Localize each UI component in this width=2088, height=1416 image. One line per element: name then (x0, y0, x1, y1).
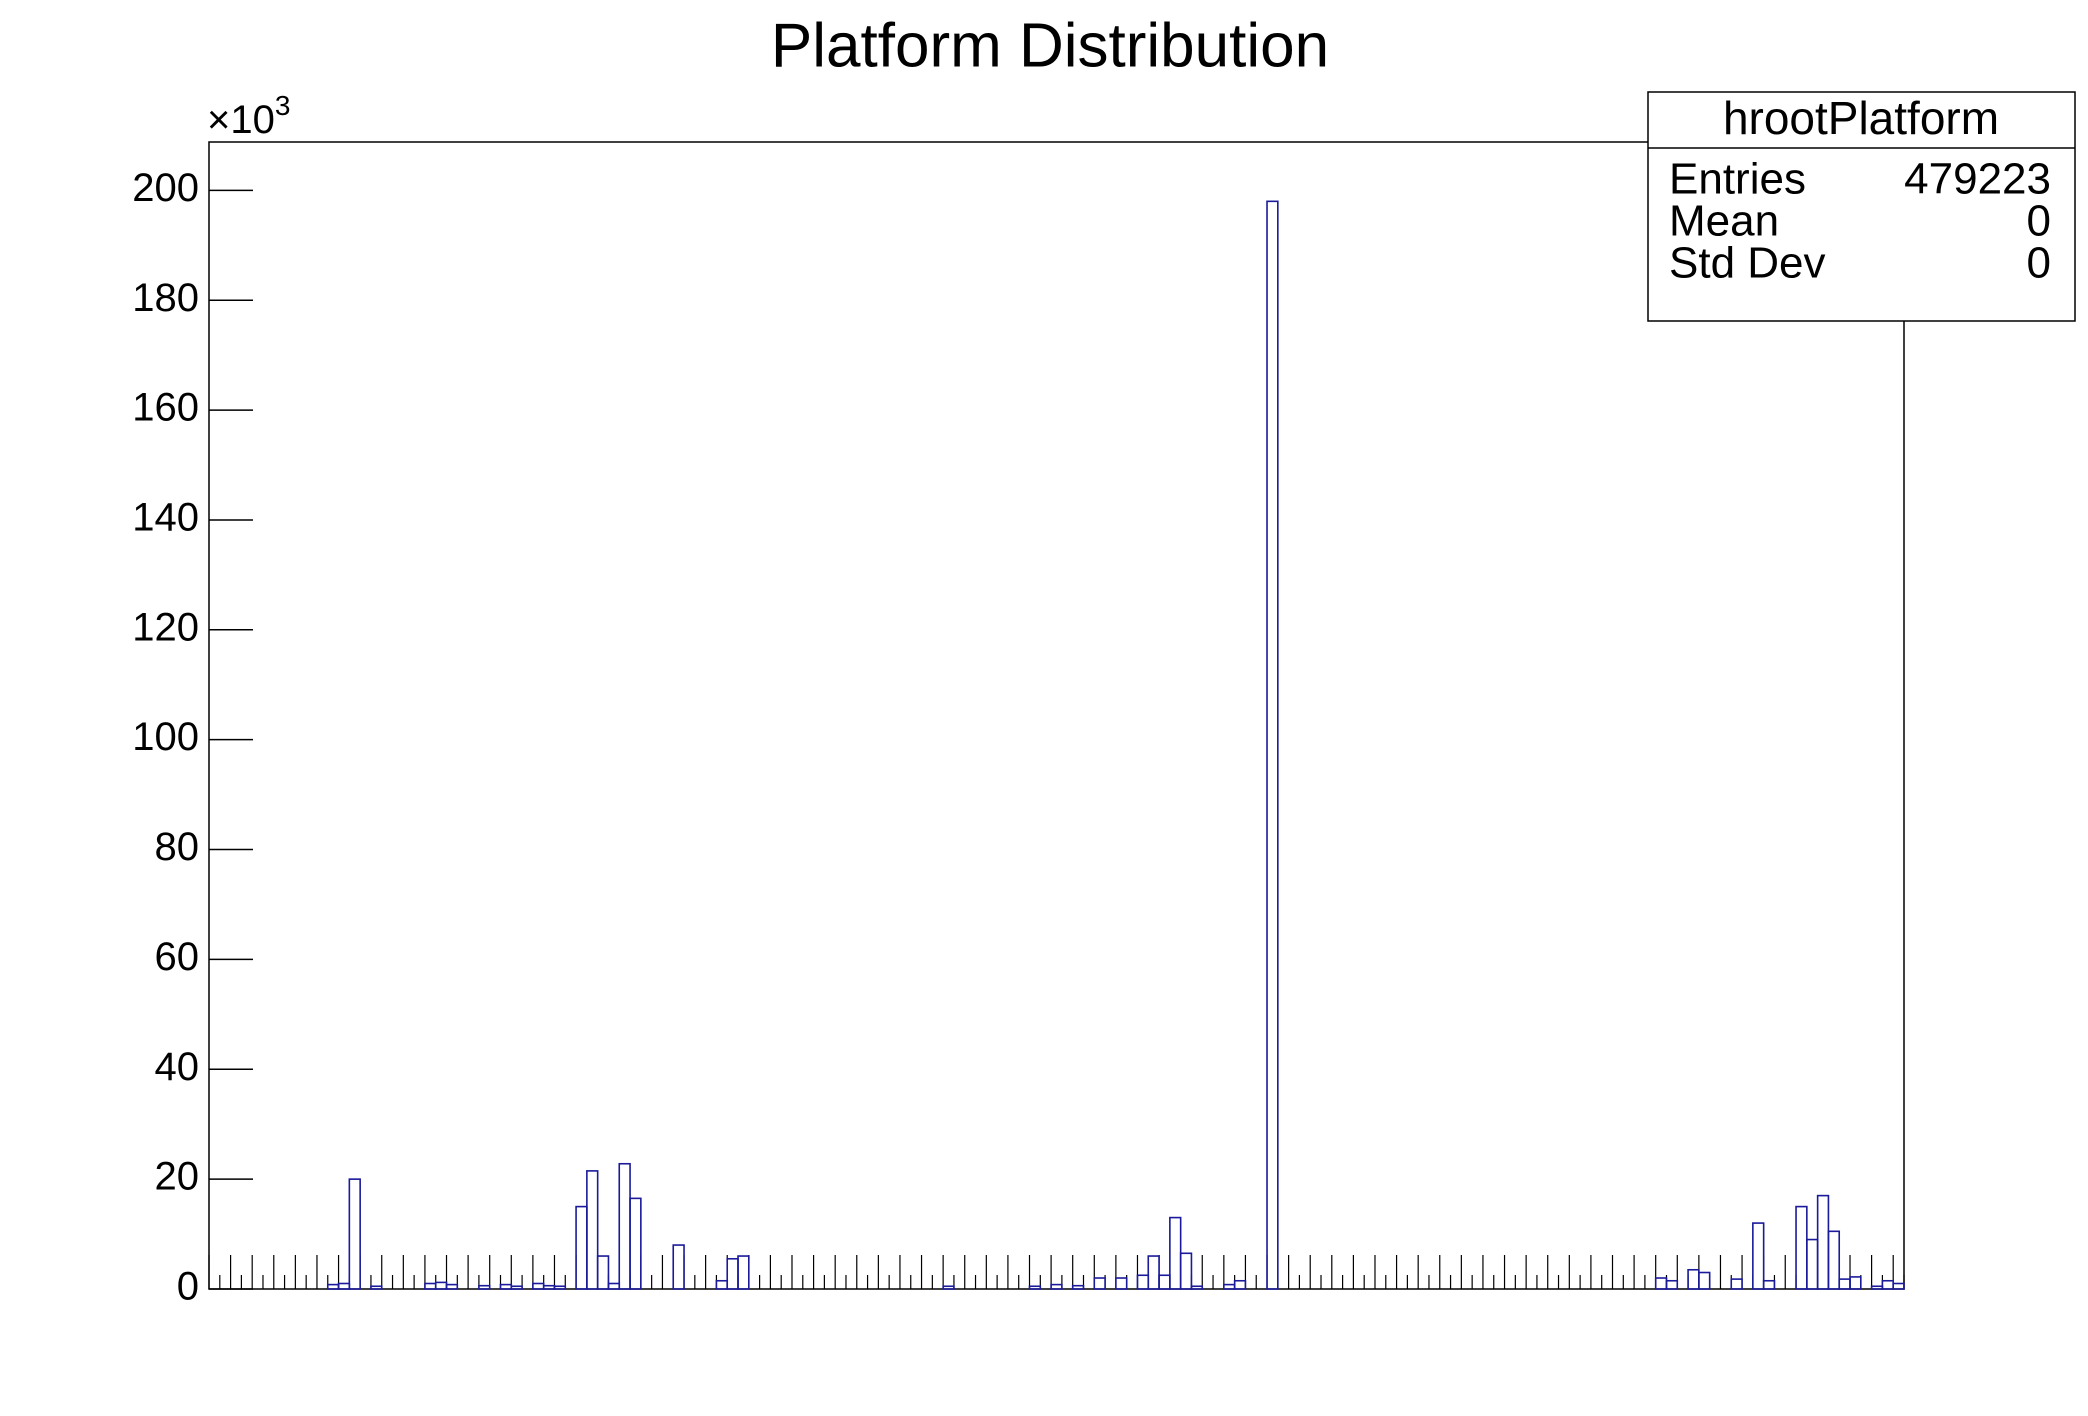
bar (629, 1197, 642, 1290)
stats-title: hrootPlatform (1723, 92, 1999, 144)
bar (1730, 1278, 1743, 1290)
bar (1158, 1274, 1171, 1290)
bar (1698, 1271, 1711, 1290)
bar (1071, 1284, 1085, 1290)
stats-label: Std Dev (1669, 239, 1826, 288)
bar (1838, 1278, 1851, 1290)
bar (542, 1284, 556, 1290)
y-tick-label: 60 (155, 935, 200, 979)
y-tick-label: 100 (132, 715, 199, 759)
bar (510, 1285, 523, 1290)
bar (1795, 1205, 1808, 1290)
y-tick-label: 0 (177, 1265, 199, 1309)
bar (1665, 1279, 1679, 1290)
bar (715, 1279, 729, 1290)
bar (575, 1205, 588, 1290)
bar (434, 1281, 448, 1290)
bar (726, 1257, 739, 1290)
bar (1115, 1277, 1128, 1290)
bar (1752, 1222, 1765, 1290)
bar (348, 1178, 361, 1290)
bar (1190, 1285, 1204, 1290)
bar (942, 1285, 955, 1290)
bar (337, 1282, 351, 1290)
bar (1687, 1268, 1700, 1290)
bar (1806, 1238, 1819, 1290)
bar (586, 1170, 599, 1290)
bar (1147, 1255, 1160, 1290)
stats-label: Entries (1669, 155, 1806, 204)
multiplier-base: ×10 (207, 98, 275, 142)
y-tick-label: 200 (132, 166, 199, 210)
bar (1028, 1285, 1042, 1290)
stats-box: hrootPlatform Entries 479223 Mean 0 Std Dev 0 (1647, 91, 2076, 322)
y-tick-label: 20 (155, 1155, 200, 1199)
stats-label: Mean (1669, 197, 1779, 246)
bar (607, 1282, 621, 1290)
bar (1093, 1277, 1106, 1290)
bar (445, 1283, 459, 1290)
bar (1169, 1216, 1182, 1290)
bar (1870, 1285, 1884, 1290)
bar (499, 1283, 513, 1290)
bar (326, 1283, 340, 1290)
bar (1881, 1279, 1895, 1290)
bar (1179, 1252, 1193, 1290)
bar (596, 1255, 610, 1290)
bar (1136, 1274, 1150, 1290)
y-tick-label: 120 (132, 605, 199, 649)
bar (532, 1282, 545, 1290)
bar (1762, 1279, 1776, 1290)
bar (553, 1285, 567, 1290)
multiplier-exponent: 3 (275, 90, 291, 121)
bar (370, 1285, 383, 1290)
bar (1654, 1277, 1668, 1290)
bar (1816, 1194, 1830, 1290)
bar (424, 1282, 437, 1290)
y-tick-label: 180 (132, 276, 199, 320)
bar (1233, 1279, 1247, 1290)
bar (1849, 1276, 1862, 1290)
axis-multiplier: ×103 (207, 90, 290, 141)
bar (1827, 1230, 1841, 1290)
bar (672, 1244, 685, 1290)
bar (737, 1255, 750, 1290)
bar (478, 1284, 491, 1290)
stats-frame (1647, 91, 2076, 322)
y-tick-label: 160 (132, 386, 199, 430)
y-tick-label: 140 (132, 496, 199, 540)
bar (1223, 1283, 1236, 1290)
stats-value: 0 (2027, 197, 2051, 246)
bar (618, 1162, 631, 1290)
bar (1892, 1282, 1905, 1290)
y-tick-label: 40 (155, 1045, 200, 1089)
stats-value: 479223 (1904, 155, 2051, 204)
chart-title: Platform Distribution (771, 11, 1329, 80)
bar (1050, 1283, 1063, 1290)
bar (1266, 200, 1279, 1290)
y-tick-label: 80 (155, 825, 200, 869)
stats-value: 0 (2027, 239, 2051, 288)
